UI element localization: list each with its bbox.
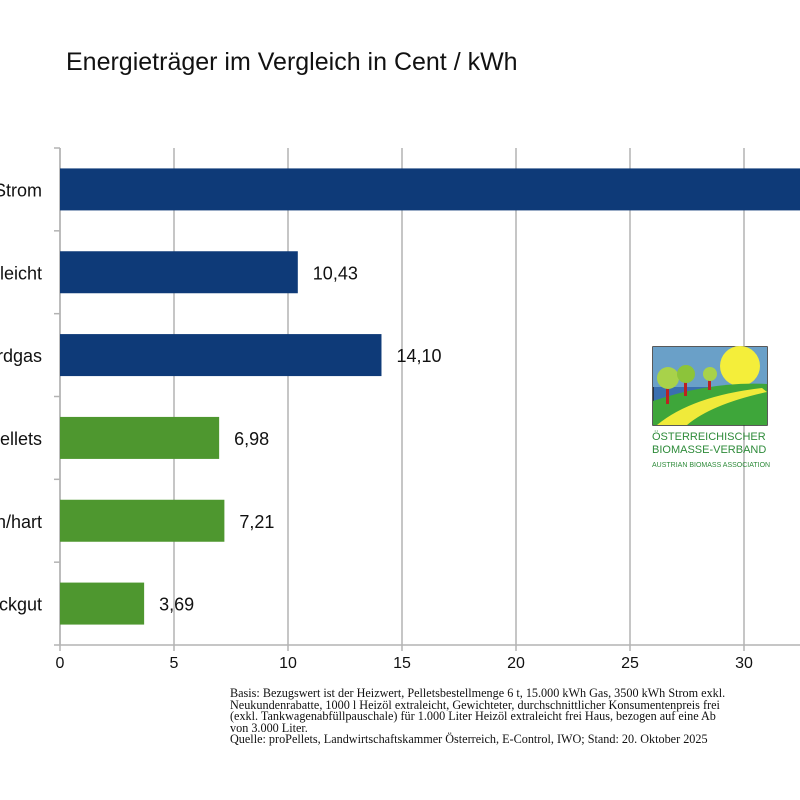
value-label: 10,43 bbox=[313, 263, 358, 283]
chart-title: Energieträger im Vergleich in Cent / kWh bbox=[66, 48, 518, 76]
bar bbox=[60, 334, 382, 377]
footnote-line: Quelle: proPellets, Landwirtschaftskamme… bbox=[230, 732, 708, 746]
logo-landscape-icon bbox=[652, 346, 768, 426]
category-label: Strom bbox=[0, 180, 42, 200]
x-tick-label: 25 bbox=[621, 655, 639, 672]
bar bbox=[60, 582, 145, 625]
footnote-line: Neukundenrabatte, 1000 l Heizöl extralei… bbox=[230, 697, 720, 712]
bar bbox=[60, 499, 225, 542]
value-label: 7,21 bbox=[239, 512, 274, 532]
logo-text-2: Biomasse-Verband bbox=[652, 444, 767, 456]
x-tick-label: 20 bbox=[507, 655, 525, 672]
category-label: Hackgut bbox=[0, 595, 42, 615]
x-tick-label: 10 bbox=[279, 655, 297, 672]
category-label: Scheitholz weich/hart bbox=[0, 512, 42, 532]
category-label: Pellets bbox=[0, 429, 42, 449]
value-label: 6,98 bbox=[234, 429, 269, 449]
footnote-line: Basis: Bezugswert ist der Heizwert, Pell… bbox=[230, 686, 726, 700]
bar bbox=[60, 168, 800, 211]
biomasse-verband-logo: Österreichischer Biomasse-Verband Austri… bbox=[652, 346, 772, 472]
footnote: Basis: Bezugswert ist der Heizwert, Pell… bbox=[230, 686, 800, 746]
category-label: Heizöl extraleicht bbox=[0, 263, 42, 283]
x-tick-label: 0 bbox=[56, 655, 65, 672]
bar bbox=[60, 416, 220, 459]
x-tick-label: 30 bbox=[735, 655, 753, 672]
logo-text-1: Österreichischer bbox=[652, 431, 766, 443]
bar bbox=[60, 251, 298, 294]
footnote-line: (exkl. Tankwagenabfüllpauschale) für 1.0… bbox=[230, 709, 716, 723]
x-tick-label: 15 bbox=[393, 655, 411, 672]
footnote-line: von 3.000 Liter. bbox=[230, 720, 308, 735]
value-label: 3,69 bbox=[159, 595, 194, 615]
category-label: Erdgas bbox=[0, 346, 42, 366]
x-tick-label: 5 bbox=[170, 655, 179, 672]
logo-text-3: Austrian Biomass Association bbox=[652, 462, 771, 469]
value-label: 14,10 bbox=[396, 346, 441, 366]
